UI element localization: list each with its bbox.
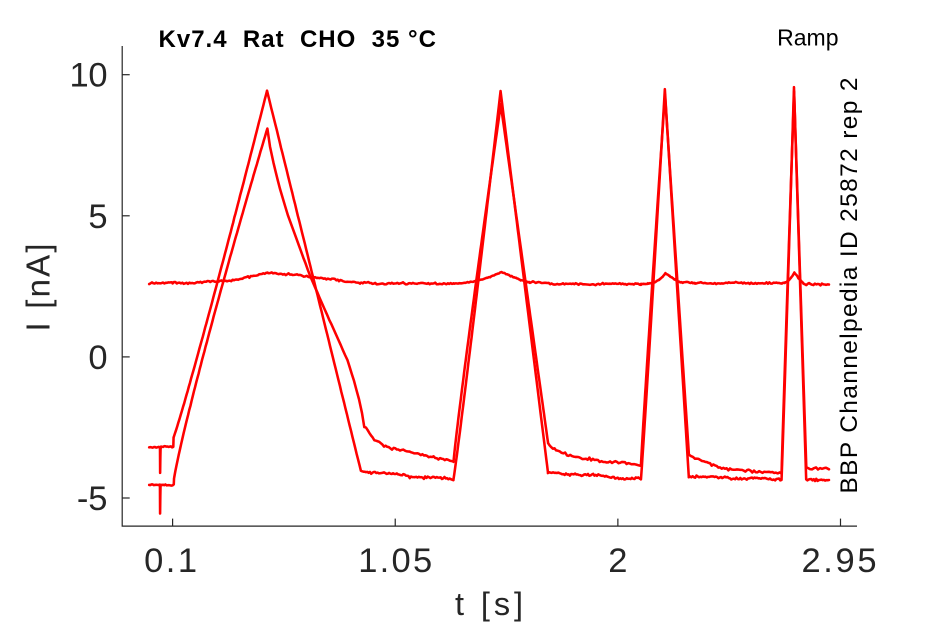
svg-text:Kv7.4 Rat CHO 35 °C: Kv7.4 Rat CHO 35 °C (159, 26, 437, 53)
svg-text:2: 2 (608, 542, 627, 580)
svg-text:Ramp: Ramp (777, 25, 838, 51)
svg-text:-5: -5 (77, 480, 108, 518)
svg-text:2.95: 2.95 (802, 542, 877, 580)
svg-text:5: 5 (88, 198, 107, 236)
svg-text:1.05: 1.05 (358, 542, 432, 580)
svg-text:t [s]: t [s] (455, 586, 523, 622)
svg-text:BBP Channelpedia ID 25872 rep: BBP Channelpedia ID 25872 rep 2 (836, 78, 863, 494)
svg-text:0: 0 (88, 339, 107, 377)
svg-text:10: 10 (70, 57, 108, 95)
svg-text:0.1: 0.1 (144, 542, 197, 580)
svg-text:I [nA]: I [nA] (20, 244, 57, 332)
